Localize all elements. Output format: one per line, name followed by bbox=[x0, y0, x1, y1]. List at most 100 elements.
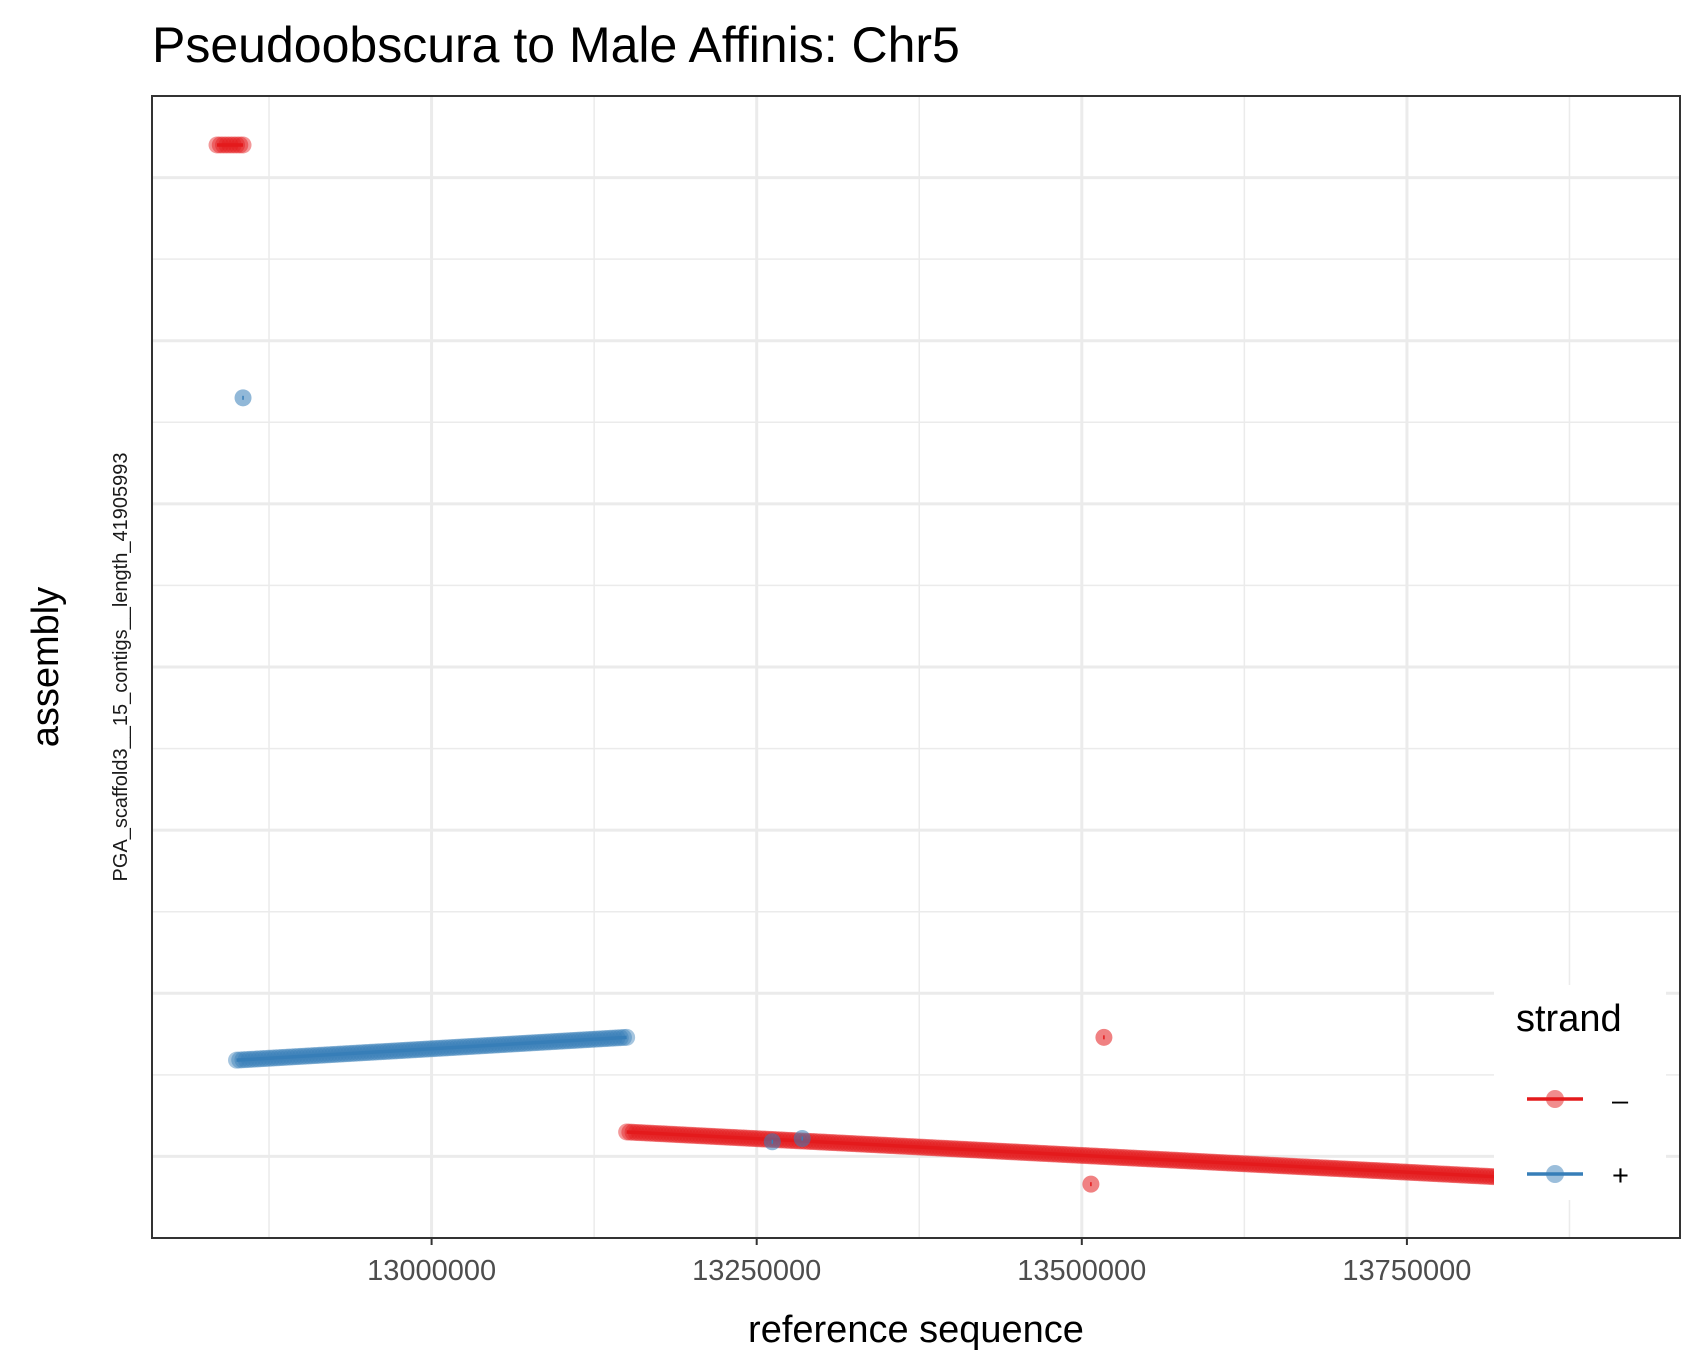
alignment-point bbox=[323, 1046, 341, 1064]
alignment-point bbox=[816, 1133, 834, 1151]
alignment-point bbox=[381, 1042, 399, 1060]
alignment-point bbox=[1062, 1146, 1080, 1164]
alignment-point bbox=[835, 1134, 853, 1152]
alignment-point bbox=[1401, 1163, 1419, 1181]
alignment-point bbox=[618, 1123, 636, 1141]
alignment-point bbox=[1337, 1160, 1355, 1178]
alignment-point bbox=[1011, 1143, 1029, 1161]
alignment-point bbox=[1094, 1148, 1112, 1166]
alignment-point bbox=[314, 1046, 332, 1064]
alignment-point bbox=[851, 1135, 869, 1153]
alignment-point bbox=[1020, 1144, 1038, 1162]
alignment-point bbox=[371, 1043, 389, 1061]
alignment-point bbox=[1199, 1153, 1217, 1171]
alignment-point bbox=[1430, 1165, 1448, 1183]
alignment-point bbox=[969, 1141, 987, 1159]
alignment-point bbox=[528, 1034, 546, 1052]
alignment-point bbox=[1151, 1150, 1169, 1168]
alignment-point bbox=[1426, 1165, 1444, 1183]
alignment-point bbox=[1043, 1145, 1061, 1163]
alignment-point bbox=[378, 1042, 396, 1060]
alignment-point bbox=[327, 1045, 345, 1063]
alignment-point bbox=[275, 1048, 293, 1066]
alignment-point bbox=[1209, 1153, 1227, 1171]
alignment-point bbox=[519, 1034, 537, 1052]
alignment-point bbox=[1346, 1161, 1364, 1179]
alignment-point bbox=[640, 1124, 658, 1142]
alignment-point bbox=[1241, 1155, 1259, 1173]
alignment-point bbox=[279, 1048, 297, 1066]
alignment-point bbox=[493, 1036, 511, 1054]
alignment-point bbox=[861, 1135, 879, 1153]
alignment-point bbox=[646, 1124, 664, 1142]
alignment-point bbox=[675, 1126, 693, 1144]
alignment-point bbox=[1024, 1144, 1042, 1162]
alignment-point bbox=[397, 1041, 415, 1059]
alignment-point bbox=[624, 1123, 642, 1141]
alignment-point bbox=[1356, 1161, 1374, 1179]
alignment-point bbox=[893, 1137, 911, 1155]
alignment-point bbox=[701, 1127, 719, 1145]
alignment-point bbox=[483, 1036, 501, 1054]
alignment-point bbox=[1247, 1155, 1265, 1173]
alignment-point bbox=[541, 1033, 559, 1051]
alignment-point bbox=[1446, 1166, 1464, 1184]
y-axis-secondary-label: PGA_scaffold3__15_contigs__length_419059… bbox=[110, 453, 132, 882]
alignment-point bbox=[1410, 1164, 1428, 1182]
x-tick-label: 13000000 bbox=[367, 1255, 496, 1287]
alignment-point bbox=[694, 1127, 712, 1145]
alignment-point bbox=[423, 1040, 441, 1058]
alignment-point bbox=[672, 1126, 690, 1144]
data-series bbox=[208, 136, 1585, 1193]
alignment-point bbox=[698, 1127, 716, 1145]
alignment-point bbox=[221, 136, 239, 154]
alignment-point bbox=[266, 1049, 284, 1067]
alignment-point bbox=[368, 1043, 386, 1061]
alignment-point bbox=[1267, 1156, 1285, 1174]
alignment-point bbox=[355, 1044, 373, 1062]
legend-label-minus: – bbox=[1612, 1085, 1629, 1117]
grid-lines bbox=[152, 96, 1680, 1238]
alignment-point bbox=[1132, 1149, 1150, 1167]
alignment-point bbox=[1292, 1158, 1310, 1176]
alignment-point bbox=[1286, 1157, 1304, 1175]
alignment-point bbox=[1398, 1163, 1416, 1181]
alignment-point bbox=[522, 1034, 540, 1052]
alignment-point bbox=[240, 1050, 258, 1068]
alignment-point bbox=[336, 1045, 354, 1063]
alignment-point bbox=[339, 1045, 357, 1063]
alignment-point bbox=[375, 1043, 393, 1061]
alignment-point bbox=[1100, 1148, 1118, 1166]
alignment-point bbox=[1276, 1157, 1294, 1175]
alignment-point bbox=[618, 1028, 636, 1046]
alignment-point bbox=[1081, 1147, 1099, 1165]
alignment-point bbox=[1273, 1157, 1291, 1175]
alignment-point bbox=[1103, 1148, 1121, 1166]
alignment-point bbox=[429, 1039, 447, 1057]
legend-key-minus-dot bbox=[1546, 1090, 1564, 1108]
alignment-point bbox=[1382, 1162, 1400, 1180]
alignment-point bbox=[877, 1136, 895, 1154]
alignment-point bbox=[557, 1032, 575, 1050]
alignment-point bbox=[346, 1044, 364, 1062]
alignment-point bbox=[1433, 1165, 1451, 1183]
alignment-point bbox=[301, 1047, 319, 1065]
alignment-point bbox=[282, 1048, 300, 1066]
alignment-point bbox=[678, 1126, 696, 1144]
alignment-point bbox=[560, 1032, 578, 1050]
alignment-point bbox=[1260, 1156, 1278, 1174]
alignment-point bbox=[531, 1033, 549, 1051]
alignment-point bbox=[685, 1126, 703, 1144]
plot-border bbox=[151, 95, 1681, 1239]
alignment-point bbox=[653, 1125, 671, 1143]
alignment-point bbox=[1350, 1161, 1368, 1179]
alignment-point bbox=[387, 1042, 405, 1060]
alignment-point bbox=[749, 1130, 767, 1148]
legend-background bbox=[1494, 985, 1666, 1200]
alignment-point bbox=[384, 1042, 402, 1060]
alignment-point bbox=[582, 1030, 600, 1048]
legend-title: strand bbox=[1516, 998, 1622, 1040]
alignment-point bbox=[1477, 1167, 1495, 1185]
alignment-point bbox=[288, 1048, 306, 1066]
alignment-point bbox=[231, 1051, 249, 1069]
